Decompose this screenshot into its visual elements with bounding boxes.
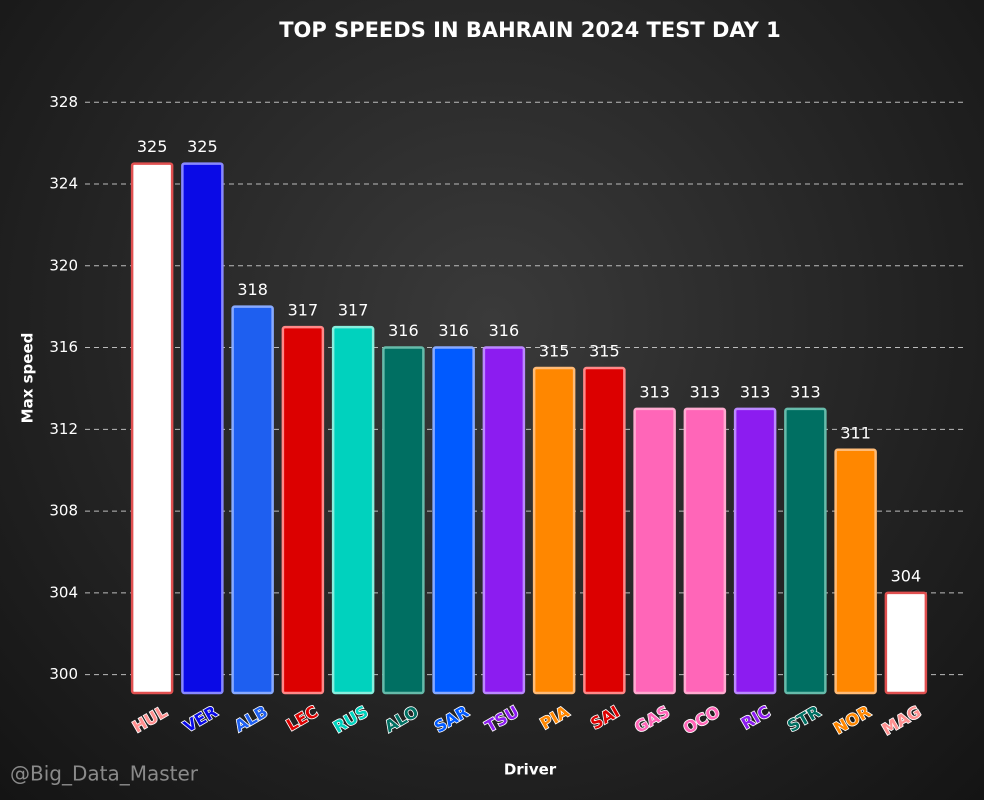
bar [382,346,425,695]
x-tick-label: SAR [431,702,472,737]
y-axis-label: Max speed [19,333,37,424]
bar [432,346,475,695]
value-label: 316 [388,321,419,340]
value-label: 325 [187,137,218,156]
bar [683,407,727,695]
bar [281,325,325,695]
bar [733,407,777,695]
x-tick-label: RUS [330,702,371,737]
x-tick-label: GAS [631,702,673,737]
watermark: @Big_Data_Master [10,762,199,786]
value-label: 315 [589,341,620,360]
x-tick-label: TSU [482,702,522,736]
x-tick-label: NOR [830,702,874,738]
value-label: 317 [288,301,319,320]
value-label: 316 [438,321,469,340]
x-tick-label: PIA [537,702,573,734]
value-label: 318 [237,280,268,299]
bar [633,407,676,695]
bar [884,591,928,695]
x-tick-label: MAG [879,702,924,739]
bar [532,366,576,695]
value-label: 313 [639,382,670,401]
y-tick-label: 324 [49,175,78,193]
bar [482,346,526,695]
x-tick-label: VER [180,702,220,736]
bar [130,162,174,695]
y-tick-label: 320 [49,256,78,274]
value-label: 325 [137,137,168,156]
y-tick-label: 300 [49,665,78,683]
x-tick-label: LEC [283,702,321,735]
chart-title: TOP SPEEDS IN BAHRAIN 2024 TEST DAY 1 [279,18,781,42]
x-axis-label: Driver [504,761,557,779]
value-label: 316 [489,321,520,340]
bar [784,407,827,695]
value-label: 304 [891,566,922,585]
value-label: 311 [840,423,871,442]
value-label: 313 [740,382,771,401]
x-tick-label: ALO [381,702,421,736]
bar [834,448,877,695]
bar [231,305,274,695]
y-tick-label: 316 [49,338,78,356]
y-tick-label: 304 [49,583,78,601]
x-tick-label: SAI [587,702,622,733]
bar [331,325,375,695]
x-tick-label: RIC [738,702,773,733]
x-tick-label: ALB [231,702,271,736]
bar [181,162,224,695]
value-label: 313 [790,382,821,401]
y-tick-label: 312 [49,420,78,438]
value-label: 315 [539,341,570,360]
x-tick-label: HUL [129,702,170,737]
value-label: 313 [690,382,721,401]
x-tick-label: OCO [680,702,723,738]
y-tick-label: 308 [49,502,78,520]
x-tick-label: STR [784,702,824,736]
bar [583,366,626,695]
y-tick-label: 328 [49,93,78,111]
value-label: 317 [338,301,369,320]
